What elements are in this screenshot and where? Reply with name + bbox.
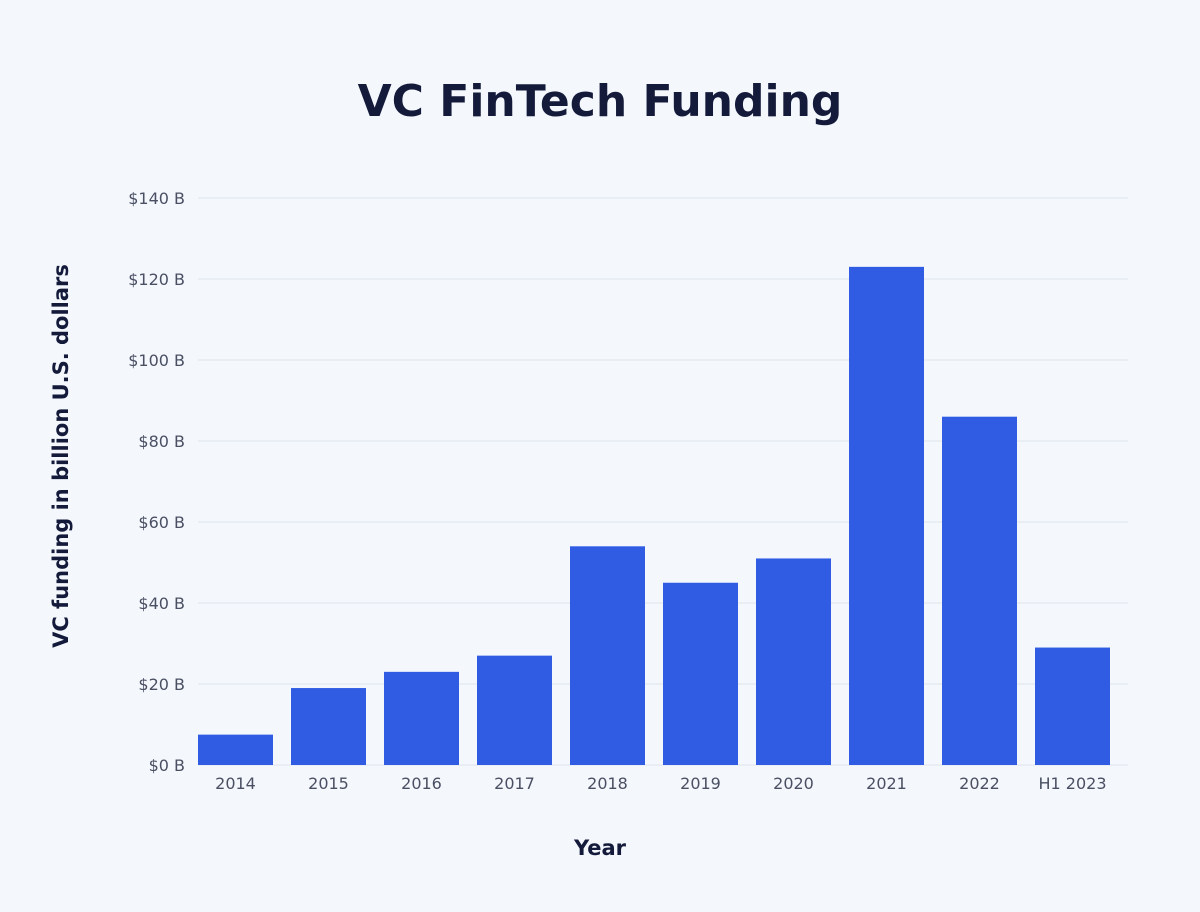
y-tick-label: $20 B — [138, 675, 185, 694]
bar-2018 — [570, 546, 645, 765]
x-tick-label: 2018 — [587, 774, 628, 793]
x-tick-label: 2022 — [959, 774, 1000, 793]
x-tick-label: 2020 — [773, 774, 814, 793]
y-tick-label: $140 B — [128, 189, 185, 208]
x-tick-label: 2014 — [215, 774, 256, 793]
x-tick-label: 2016 — [401, 774, 442, 793]
bar-h1-2023 — [1035, 647, 1110, 765]
x-axis-label: Year — [573, 836, 627, 860]
chart-title: VC FinTech Funding — [357, 76, 843, 127]
x-tick-label: 2015 — [308, 774, 349, 793]
bar-2022 — [942, 416, 1017, 765]
x-tick-label: 2021 — [866, 774, 907, 793]
bar-2020 — [756, 558, 831, 765]
bar-2014 — [198, 734, 273, 765]
y-axis-ticks: $0 B $20 B $40 B $60 B $80 B $100 B $120 B $140… — [128, 189, 185, 775]
y-tick-label: $120 B — [128, 270, 185, 289]
x-tick-label: 2019 — [680, 774, 721, 793]
x-tick-label: 2017 — [494, 774, 535, 793]
bar-2021 — [849, 266, 924, 765]
y-tick-label: $40 B — [138, 594, 185, 613]
bar-2017 — [477, 655, 552, 765]
bar-2015 — [291, 688, 366, 765]
x-tick-label: H1 2023 — [1038, 774, 1106, 793]
y-tick-label: $60 B — [138, 513, 185, 532]
x-axis-ticks: 2014 2015 2016 2017 2018 2019 2020 2021 2022 H1 2… — [215, 774, 1106, 793]
bars — [198, 266, 1110, 765]
y-tick-label: $100 B — [128, 351, 185, 370]
bar-2019 — [663, 582, 738, 765]
y-tick-label: $80 B — [138, 432, 185, 451]
y-tick-label: $0 B — [149, 756, 185, 775]
bar-2016 — [384, 671, 459, 765]
